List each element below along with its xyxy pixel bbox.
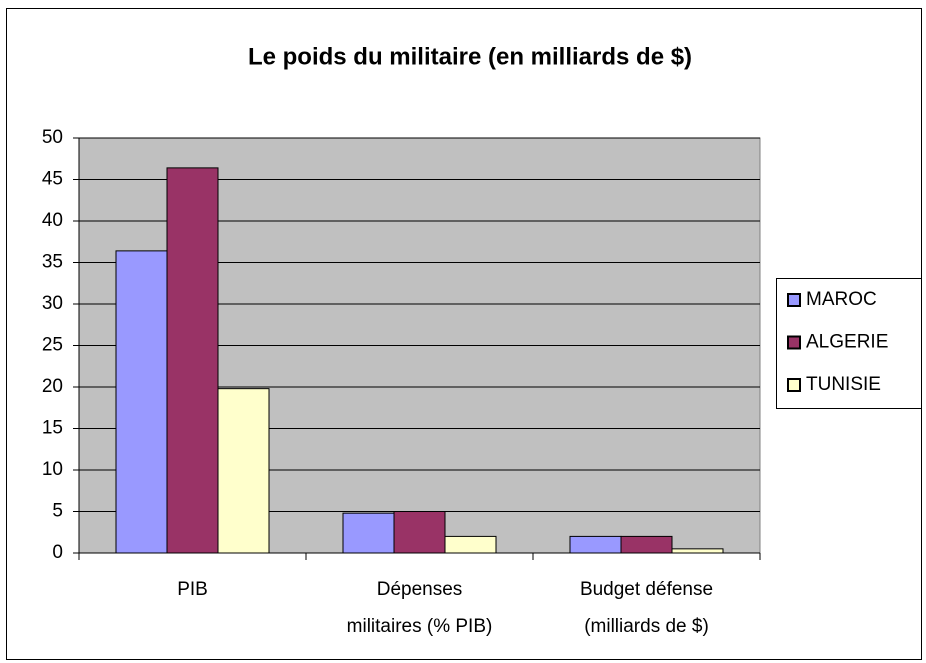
bar <box>620 535 673 554</box>
y-tick-label: 25 <box>42 335 63 356</box>
y-tick-label: 35 <box>42 252 63 273</box>
bar <box>393 511 446 554</box>
bar <box>115 250 168 554</box>
y-tick-label: 30 <box>42 293 63 314</box>
x-tick-label: PIB <box>177 579 208 600</box>
y-tick-label: 50 <box>42 127 63 148</box>
x-tick-label: Dépenses <box>377 579 463 600</box>
bar <box>342 512 395 554</box>
legend-label: MAROC <box>806 289 877 310</box>
chart-title: Le poids du militaire (en milliards de $… <box>248 43 692 70</box>
y-tick-label: 10 <box>42 459 63 480</box>
legend-label: ALGERIE <box>806 332 888 353</box>
bar <box>166 167 219 554</box>
legend-swatch <box>787 378 801 392</box>
bar <box>444 535 497 554</box>
y-tick-label: 15 <box>42 418 63 439</box>
x-tick-label: (milliards de $) <box>584 616 709 637</box>
legend-swatch <box>787 335 801 350</box>
y-tick-label: 5 <box>52 501 63 522</box>
legend-swatch <box>787 293 801 307</box>
x-tick-label: Budget défense <box>580 579 713 600</box>
y-tick-label: 40 <box>42 210 63 231</box>
bar <box>569 535 622 554</box>
y-tick-label: 45 <box>42 169 63 190</box>
legend-label: TUNISIE <box>806 374 881 395</box>
bar <box>217 388 270 554</box>
bar <box>671 548 724 554</box>
y-tick-label: 0 <box>52 542 63 563</box>
y-tick-label: 20 <box>42 376 63 397</box>
x-tick-label: militaires (% PIB) <box>347 616 493 637</box>
